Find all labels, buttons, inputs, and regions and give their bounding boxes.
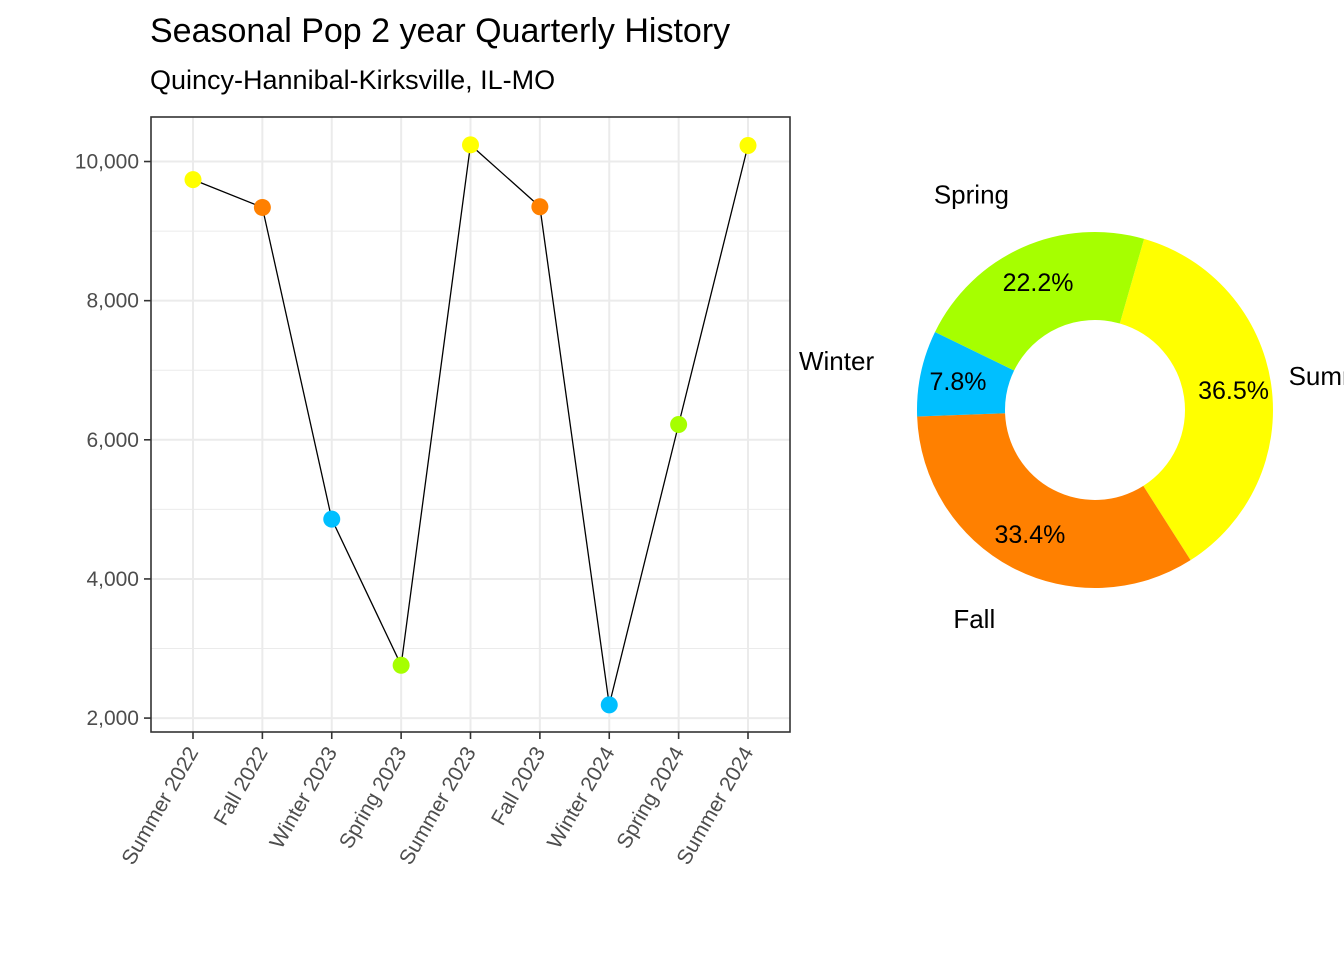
- donut-slice-spring: [935, 232, 1145, 371]
- data-point: [392, 656, 410, 674]
- y-tick-label: 6,000: [86, 429, 139, 452]
- data-point: [462, 136, 479, 154]
- data-point: [253, 198, 271, 216]
- slice-label: Fall: [953, 604, 995, 634]
- donut-labels: 36.5% Summer 33.4% Fall 7.8% Winter 22.2% Sprin…: [799, 179, 1344, 634]
- slice-label: Spring: [934, 179, 1009, 209]
- y-axis: 2,000 4,000 6,000 8,000 10,000: [75, 151, 151, 730]
- population-series: [184, 136, 757, 714]
- y-tick-label: 2,000: [86, 707, 139, 730]
- chart-title: Seasonal Pop 2 year Quarterly History: [150, 12, 731, 50]
- chart-subtitle: Quincy-Hannibal-Kirksville, IL-MO: [150, 65, 556, 95]
- data-point: [739, 137, 757, 155]
- y-tick-label: 4,000: [86, 568, 139, 591]
- y-tick-label: 8,000: [86, 290, 139, 313]
- percent-label: 33.4%: [994, 521, 1065, 549]
- data-point: [600, 696, 618, 714]
- donut-slices: [917, 232, 1273, 588]
- percent-label: 36.5%: [1198, 377, 1269, 405]
- data-point: [670, 416, 688, 433]
- slice-label: Summer: [1289, 361, 1344, 391]
- percent-label: 7.8%: [930, 368, 987, 396]
- data-point: [184, 171, 202, 189]
- percent-label: 22.2%: [1003, 269, 1074, 297]
- y-tick-label: 10,000: [75, 151, 139, 174]
- major-grid: [151, 117, 790, 732]
- data-point: [323, 510, 341, 528]
- slice-label: Winter: [799, 346, 874, 376]
- donut-slice-summer: [1119, 238, 1273, 561]
- donut-slice-winter: [917, 331, 1015, 417]
- plot-border: [150, 116, 791, 733]
- data-point: [531, 198, 549, 216]
- donut-slice-fall: [917, 413, 1191, 588]
